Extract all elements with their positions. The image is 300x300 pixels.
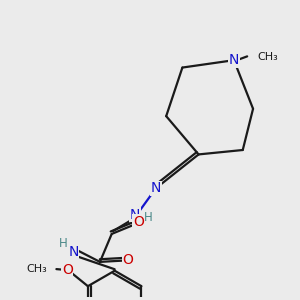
Text: CH₃: CH₃ — [26, 264, 47, 274]
Text: CH₃: CH₃ — [257, 52, 278, 62]
Text: O: O — [62, 263, 73, 277]
Text: N: N — [151, 181, 161, 195]
Text: H: H — [144, 211, 153, 224]
Text: H: H — [59, 237, 68, 250]
Text: N: N — [229, 53, 239, 67]
Text: O: O — [122, 254, 134, 267]
Text: N: N — [130, 208, 140, 222]
Text: O: O — [133, 215, 144, 229]
Text: N: N — [68, 244, 79, 259]
